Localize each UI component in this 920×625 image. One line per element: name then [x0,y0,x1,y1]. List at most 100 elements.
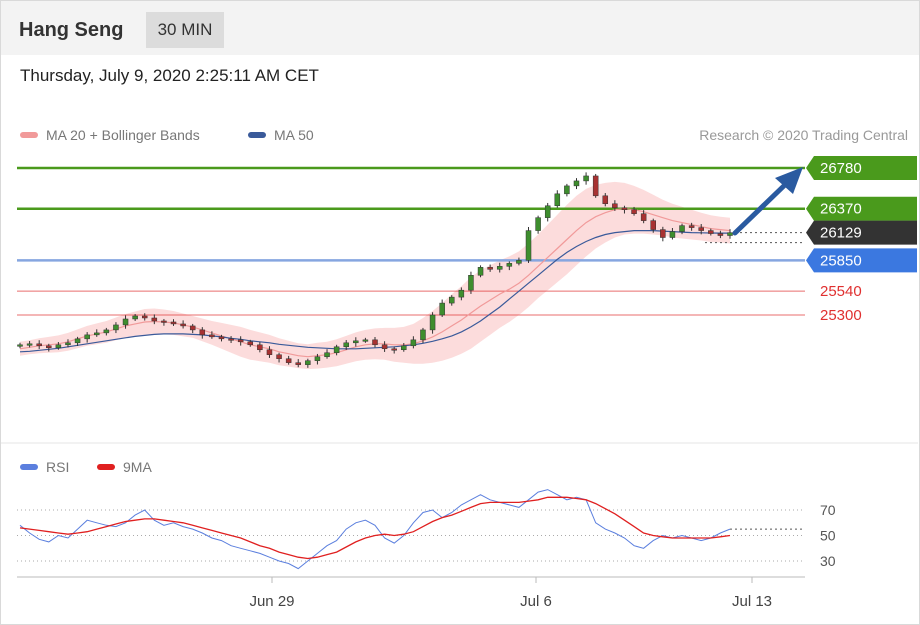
candle [516,257,522,266]
rsi-9ma-line [19,496,731,560]
candle [420,327,426,344]
candle [381,341,388,352]
candle [660,226,666,242]
candle [564,183,570,197]
x-label-2: Jul 13 [732,593,772,610]
legend-ma20-swatch [20,132,38,138]
candle [65,339,71,348]
candle [669,227,676,240]
candle [17,342,23,349]
candle [314,353,321,365]
candle [180,320,186,329]
candle [305,358,311,368]
candle [439,299,445,317]
candle [487,264,493,272]
candle [46,343,52,352]
candle [372,337,378,348]
candle [717,230,724,239]
candle [276,352,282,363]
candlesticks [17,172,733,368]
candle [458,287,465,301]
candle [333,344,340,356]
x-label-1: Jul 6 [520,593,552,610]
level-badges: 26780 26370 26129 25850 25540 25300 [806,156,917,324]
header-bar: Hang Seng 30 MIN [1,1,919,55]
research-credit: Research © 2020 Trading Central [699,127,908,143]
candle [650,218,656,233]
candle [209,331,215,339]
candle [506,261,513,271]
candle [727,229,733,239]
candle [544,202,551,222]
timeframe-badge[interactable]: 30 MIN [146,12,224,48]
candle [103,327,110,336]
candle [266,346,273,358]
level-badge-26129: 26129 [806,220,917,245]
legend-ma20: MA 20 + Bollinger Bands [20,127,200,143]
candle [189,323,196,334]
candle [631,206,637,216]
ma9-legend-swatch [97,464,115,470]
candle [228,336,234,344]
candle [343,340,349,350]
level-label-26129: 26129 [820,225,862,242]
candle [55,342,62,350]
level-label-26370: 26370 [820,201,862,218]
x-axis-labels: Jun 29 Jul 6 Jul 13 [249,577,772,610]
rsi-legend-label: RSI [46,459,69,475]
rsi-tick-50: 50 [820,528,836,544]
ma9-legend-label: 9MA [123,459,152,475]
candle [554,190,561,208]
legend-ma20-label: MA 20 + Bollinger Bands [46,127,200,143]
candle [496,262,503,273]
candle [401,343,407,352]
price-levels [17,166,805,316]
candle [525,226,532,263]
candle [535,215,541,234]
level-badge-25540: 25540 [820,283,862,300]
candle [199,327,206,339]
level-label-25300: 25300 [820,307,862,324]
candle [94,329,100,337]
candle [429,312,436,334]
candle [612,200,618,211]
candle [708,228,714,236]
bollinger-fill [20,181,730,370]
level-badge-25850: 25850 [806,248,917,273]
candle [161,318,167,326]
legend-ma50-label: MA 50 [274,127,314,143]
candle [592,173,599,198]
rsi-grid: 70 50 30 [17,502,836,569]
candle [698,224,704,235]
candle [141,313,148,321]
level-label-25540: 25540 [820,283,862,300]
candle [26,341,33,348]
candle [621,205,628,214]
candle [84,332,90,343]
candle [583,172,589,185]
candle [122,315,129,329]
candle [353,337,359,347]
candle [362,337,369,343]
candle [295,359,301,368]
rsi-lines [19,489,805,570]
candle [113,322,119,334]
candle [602,193,609,207]
instrument-title: Hang Seng [19,19,124,41]
candle [285,355,292,365]
candle [573,178,580,190]
candle [257,342,263,353]
candle [36,340,42,349]
candle [688,222,695,231]
ma50-line [19,230,730,353]
rsi-line [19,489,731,570]
target-arrow [732,167,803,236]
candle [247,339,254,347]
x-label-0: Jun 29 [249,593,294,610]
rsi-tick-30: 30 [820,553,836,569]
level-badge-26780: 26780 [806,156,917,180]
candle [74,336,81,346]
candle [132,314,138,321]
candle [151,314,158,325]
candle [410,336,417,349]
